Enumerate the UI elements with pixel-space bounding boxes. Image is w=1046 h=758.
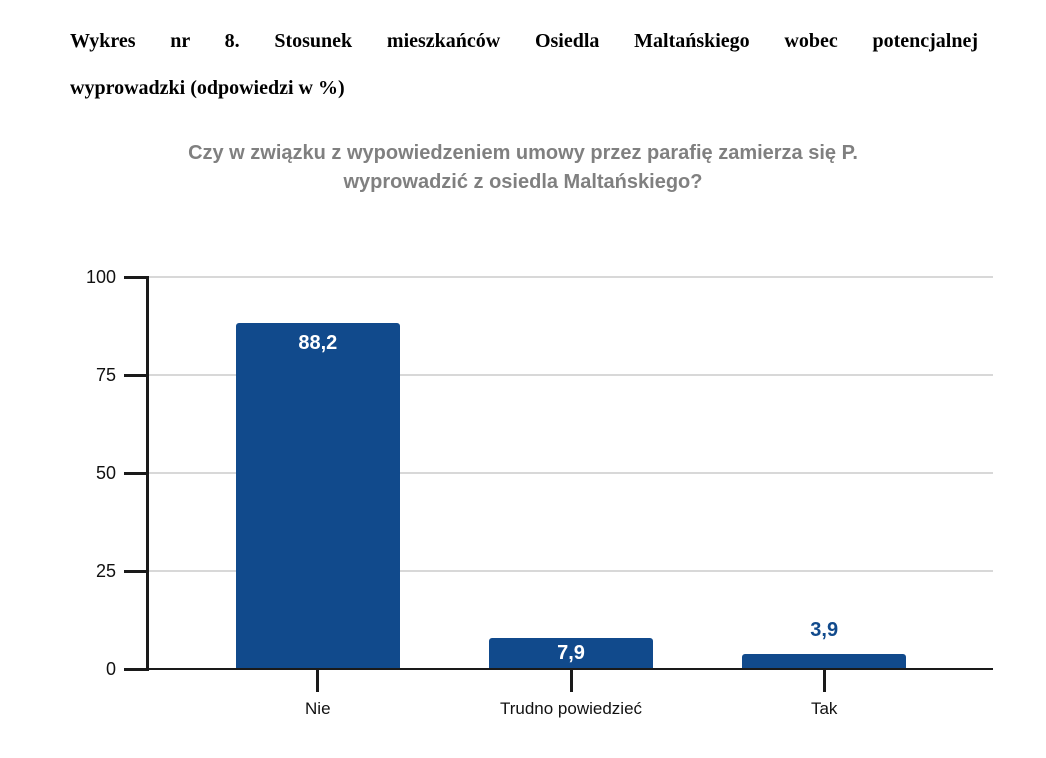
gridline xyxy=(149,570,993,572)
x-axis-category-label: Nie xyxy=(305,699,331,718)
gridline xyxy=(149,472,993,474)
bar-1 xyxy=(235,323,400,669)
y-axis-tick-label: 0 xyxy=(105,659,116,679)
bar-3 xyxy=(742,653,907,669)
y-axis-line xyxy=(146,276,149,671)
x-axis-tick xyxy=(316,670,320,692)
chart-title-line-1: Czy w związku z wypowiedzeniem umowy prz… xyxy=(188,142,858,164)
y-axis-tick xyxy=(124,668,146,671)
x-axis-category-label: Tak xyxy=(810,699,838,718)
x-axis-tick xyxy=(569,670,573,692)
chart-title-line-2: wyprowadzić z osiedla Maltańskiego? xyxy=(343,171,703,193)
document-heading-line-1: Wykres nr 8. Stosunek mieszkańców Osiedl… xyxy=(70,30,978,52)
bar-value-label: 7,9 xyxy=(557,642,585,665)
y-axis-tick-label: 100 xyxy=(85,267,116,287)
document-heading: Wykres nr 8. Stosunek mieszkańców Osiedl… xyxy=(70,18,978,112)
bar-2 xyxy=(489,638,653,669)
document-heading-line-2: wyprowadzki (odpowiedzi w %) xyxy=(70,77,345,99)
y-axis-tick xyxy=(124,472,146,475)
y-axis-tick xyxy=(124,276,146,279)
y-axis-tick xyxy=(124,570,146,573)
x-axis-tick xyxy=(822,670,826,692)
y-axis-tick-label: 50 xyxy=(95,463,116,483)
y-axis-tick xyxy=(124,374,146,377)
chart-title: Czy w związku z wypowiedzeniem umowy prz… xyxy=(0,139,1046,197)
x-axis-category-label: Trudno powiedzieć xyxy=(499,699,643,718)
gridline xyxy=(149,374,993,376)
y-axis-tick-label: 75 xyxy=(95,365,116,385)
bar-value-label: 3,9 xyxy=(810,618,839,641)
gridline xyxy=(149,276,993,278)
x-axis-line xyxy=(146,668,993,670)
bar-value-label: 88,2 xyxy=(298,332,338,355)
y-axis-tick-label: 25 xyxy=(95,561,116,581)
